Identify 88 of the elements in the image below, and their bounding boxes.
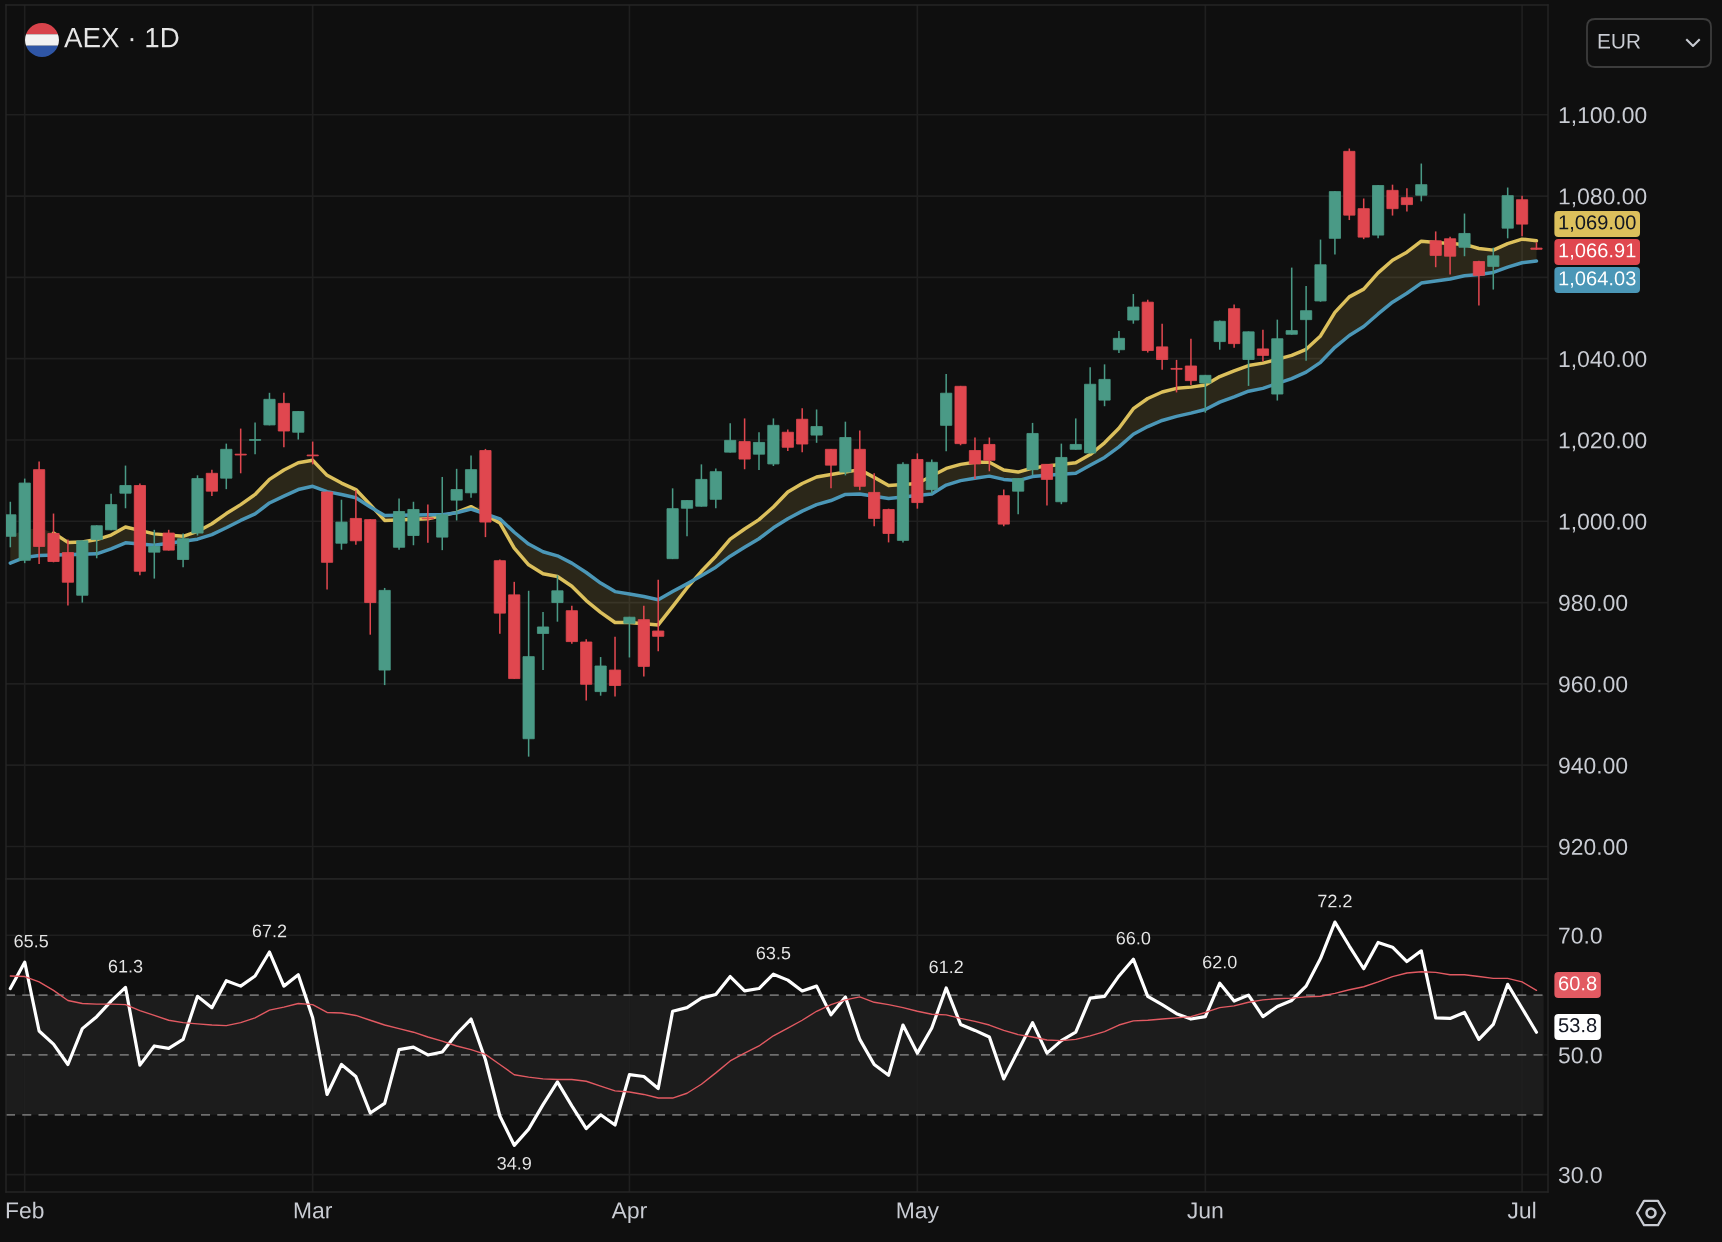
data-label: 1,064.03 — [1559, 271, 1636, 288]
candlestick — [1213, 319, 1226, 351]
data-label: 65.5 — [14, 934, 48, 948]
candlestick — [1040, 463, 1053, 507]
candlestick — [1170, 359, 1183, 394]
candlestick — [824, 448, 838, 490]
candlestick — [1444, 235, 1457, 276]
candlestick — [1386, 183, 1399, 217]
candlestick — [1285, 266, 1298, 336]
y-tick-label: 980.00 — [1559, 594, 1628, 612]
x-tick-label: Feb — [6, 1201, 44, 1219]
data-label: 34.9 — [497, 1156, 531, 1170]
candlestick — [983, 436, 996, 473]
candlestick — [421, 503, 434, 544]
candlestick — [1487, 246, 1500, 291]
y-tick-label: 1,000.00 — [1559, 513, 1647, 533]
y-tick-label: 940.00 — [1559, 757, 1628, 774]
x-tick-label: May — [897, 1202, 939, 1224]
candlestick — [680, 499, 694, 538]
candlestick — [551, 574, 564, 623]
candlestick — [90, 524, 103, 560]
data-label: 1,069.00 — [1559, 215, 1636, 232]
candlestick — [968, 436, 981, 480]
y-tick-label: 1,080.00 — [1559, 188, 1647, 208]
data-label: 61.2 — [929, 960, 963, 974]
y-tick-label: 1,020.00 — [1559, 432, 1647, 452]
y-tick-label: 1,040.00 — [1559, 350, 1647, 370]
candlestick — [465, 454, 478, 499]
data-label: 66.0 — [1116, 931, 1151, 945]
candlestick — [1199, 374, 1212, 414]
candlestick — [349, 489, 362, 546]
candlestick — [752, 431, 766, 471]
candlestick — [1300, 285, 1313, 362]
candlestick — [1415, 162, 1428, 203]
data-label: 61.3 — [108, 959, 143, 973]
x-tick-label: Jun — [1187, 1202, 1223, 1219]
y-tick-label: 920.00 — [1559, 838, 1628, 856]
candlestick — [738, 417, 751, 471]
candlestick — [177, 532, 190, 568]
candlestick — [148, 529, 161, 580]
data-label: 62.0 — [1203, 955, 1237, 969]
y-tick-label: 70.0 — [1559, 927, 1602, 944]
candlestick — [1256, 329, 1269, 363]
candlestick — [1098, 363, 1111, 407]
candlestick — [1156, 322, 1169, 371]
candlestick — [623, 616, 636, 659]
line-series — [8, 920, 1539, 1147]
y-tick-label: 1,100.00 — [1559, 107, 1647, 126]
y-tick-label: 30.0 — [1558, 1166, 1602, 1184]
candlestick — [119, 464, 132, 510]
data-label: 72.2 — [1318, 894, 1352, 908]
candlestick — [882, 507, 895, 544]
candlestick — [1472, 259, 1485, 307]
data-label: 53.8 — [1558, 1018, 1597, 1033]
candlestick — [1127, 293, 1140, 325]
text: 1,066.91 — [1559, 243, 1636, 260]
y-tick-label: 50.0 — [1558, 1047, 1602, 1064]
candlestick — [234, 427, 247, 475]
candlestick — [724, 422, 737, 454]
candlestick — [1069, 417, 1082, 451]
candlestick — [810, 408, 823, 444]
candlestick — [608, 635, 622, 698]
x-tick-label: Jul — [1507, 1201, 1536, 1219]
text: AEX · 1D — [64, 28, 179, 48]
y-tick-label: 960.00 — [1559, 676, 1628, 693]
candlestick — [292, 410, 305, 441]
candlestick — [652, 579, 665, 653]
candlestick — [436, 476, 449, 551]
text: EUR — [1598, 34, 1641, 49]
candlestick — [781, 428, 794, 452]
candlestick — [1400, 187, 1413, 213]
candlestick — [1184, 337, 1197, 386]
candlestick — [249, 421, 262, 455]
candlestick — [162, 529, 175, 552]
candlestick — [1429, 230, 1442, 268]
candlestick — [1458, 212, 1471, 257]
candlestick — [537, 611, 550, 671]
candlestick — [1012, 477, 1025, 516]
candlestick — [306, 440, 319, 466]
x-tick-label: Apr — [611, 1202, 647, 1224]
candlestick — [1112, 330, 1125, 354]
candlestick — [335, 498, 348, 551]
data-label: 67.2 — [252, 924, 287, 938]
candlestick — [450, 468, 463, 522]
data-label: 63.5 — [756, 946, 791, 960]
candlestick — [205, 468, 218, 497]
data-label: 60.8 — [1559, 976, 1597, 991]
x-tick-label: Mar — [294, 1202, 333, 1219]
